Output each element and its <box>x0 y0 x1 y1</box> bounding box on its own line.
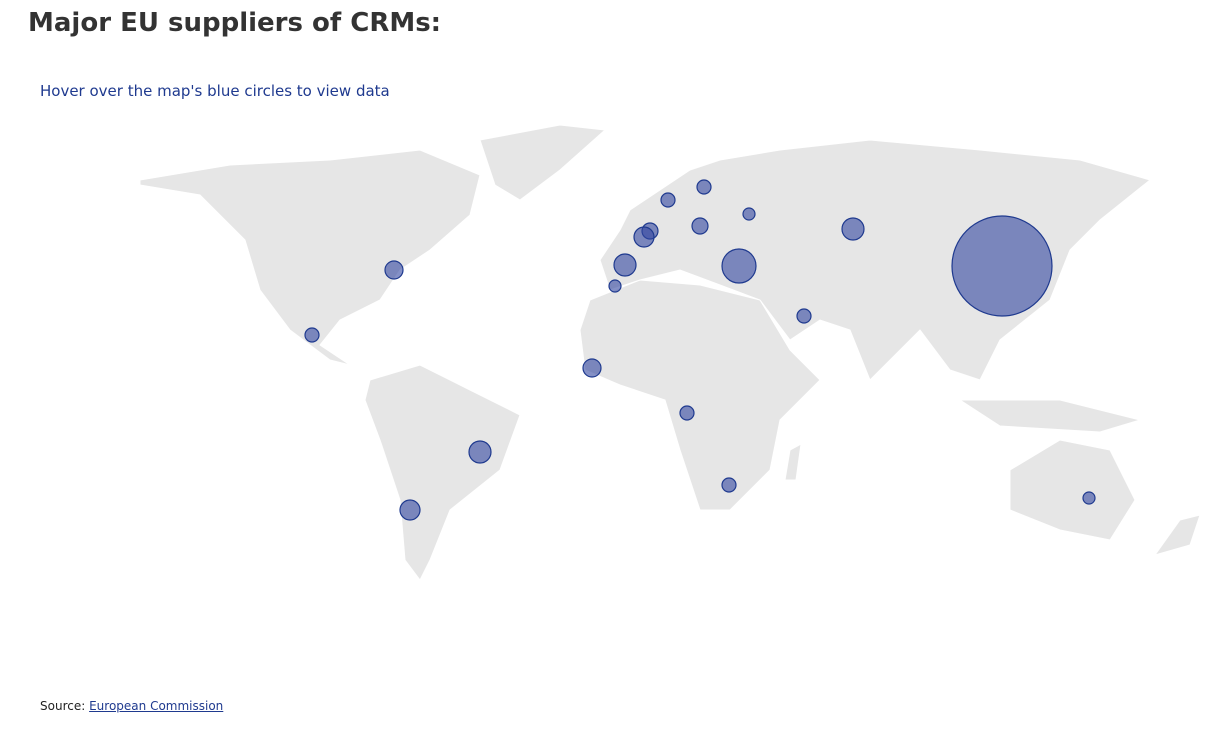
source-line: Source: European Commission <box>40 699 223 713</box>
supplier-circle[interactable] <box>1082 491 1096 505</box>
madagascar <box>784 443 802 481</box>
supplier-circle[interactable] <box>721 477 737 493</box>
supplier-circle[interactable] <box>951 215 1053 317</box>
supplier-circle[interactable] <box>696 179 712 195</box>
africa <box>579 279 821 511</box>
subtitle: Hover over the map's blue circles to vie… <box>40 82 390 100</box>
eurasia <box>599 139 1152 381</box>
supplier-circle[interactable] <box>633 226 655 248</box>
australia <box>1009 439 1136 541</box>
supplier-circle[interactable] <box>841 217 865 241</box>
source-prefix: Source: <box>40 699 86 713</box>
supplier-circle[interactable] <box>384 260 404 280</box>
supplier-circle[interactable] <box>608 279 622 293</box>
supplier-circle[interactable] <box>468 440 492 464</box>
supplier-circle[interactable] <box>721 248 757 284</box>
supplier-circle[interactable] <box>582 358 602 378</box>
supplier-circle[interactable] <box>679 405 695 421</box>
supplier-circle[interactable] <box>399 499 421 521</box>
source-link[interactable]: European Commission <box>89 699 224 713</box>
new-zealand <box>1153 514 1201 556</box>
south-america <box>364 364 521 581</box>
supplier-circle[interactable] <box>304 327 320 343</box>
supplier-circle[interactable] <box>660 192 676 208</box>
supplier-circle[interactable] <box>691 217 709 235</box>
greenland <box>479 124 607 201</box>
north-america <box>139 149 481 366</box>
supplier-circle[interactable] <box>742 207 756 221</box>
world-map <box>139 124 1201 581</box>
supplier-circle[interactable] <box>796 308 812 324</box>
title: Major EU suppliers of CRMs: <box>28 8 442 38</box>
southeast-asia-islands <box>958 399 1142 433</box>
supplier-circle[interactable] <box>613 253 637 277</box>
